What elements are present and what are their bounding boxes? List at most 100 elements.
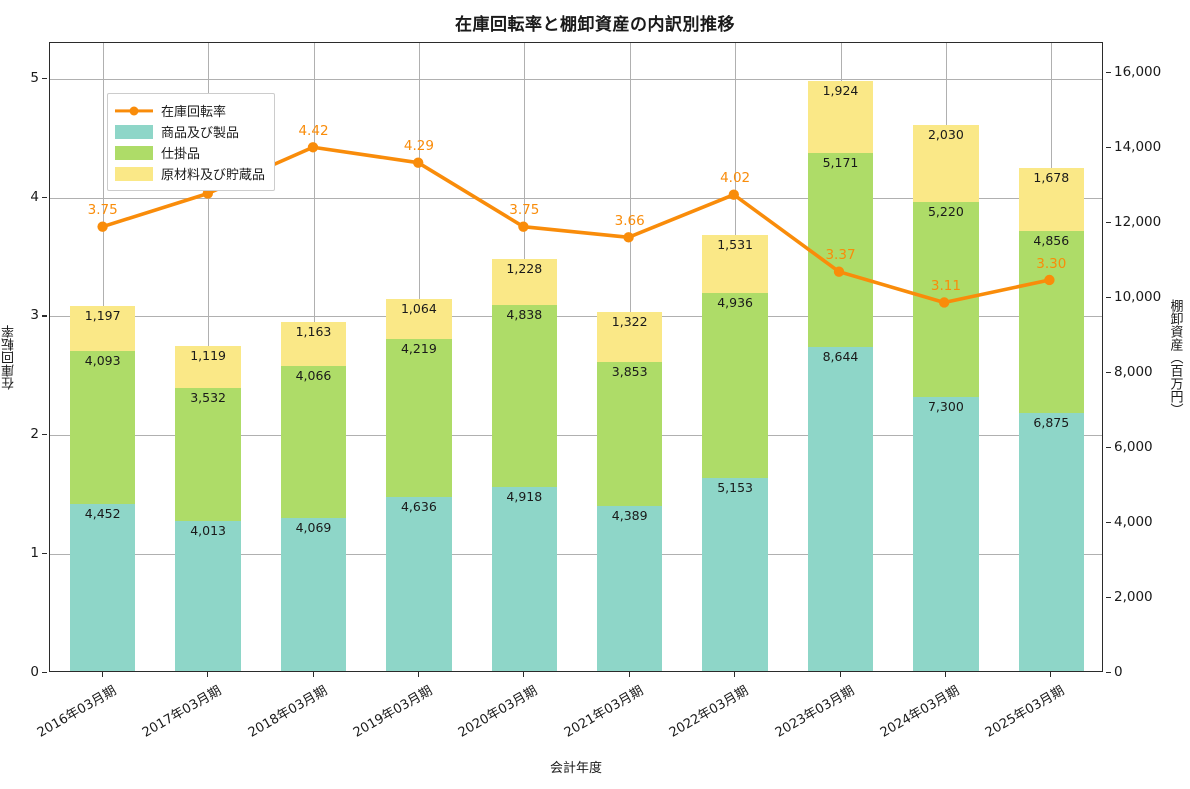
bar-stack[interactable]: 5,153 4,936 1,531 bbox=[702, 235, 768, 671]
bar-segment-merchandise[interactable]: 4,636 bbox=[386, 497, 452, 671]
bar-stack[interactable]: 8,644 5,171 1,924 bbox=[807, 80, 874, 671]
bar-segment-label: 7,300 bbox=[927, 399, 964, 415]
legend-item[interactable]: 仕掛品 bbox=[115, 142, 265, 163]
legend-line-marker-icon bbox=[129, 106, 139, 115]
bar-segment-work-in-process[interactable]: 4,219 bbox=[386, 338, 452, 498]
bar-segment-merchandise[interactable]: 4,389 bbox=[597, 506, 663, 671]
turnover-data-point[interactable] bbox=[518, 221, 529, 232]
bar-stack[interactable]: 6,875 4,856 1,678 bbox=[1018, 168, 1084, 671]
x-tick-label: 2016年03月期 bbox=[34, 683, 119, 741]
bar-segment-raw-materials[interactable]: 2,030 bbox=[913, 125, 979, 202]
turnover-data-point[interactable] bbox=[307, 142, 319, 153]
bar-segment-label: 2,030 bbox=[927, 127, 964, 143]
bar-segment-merchandise[interactable]: 5,153 bbox=[702, 477, 768, 671]
y-tick-left: 3 bbox=[30, 307, 47, 324]
plot-area: 4,452 4,093 1,197 4,013 3,532 1,119 4,069 4,066… bbox=[49, 42, 1103, 672]
bar-segment-merchandise[interactable]: 4,452 bbox=[70, 504, 136, 671]
bar-stack[interactable]: 4,069 4,066 1,163 bbox=[280, 322, 347, 671]
bar-stack[interactable]: 7,300 5,220 2,030 bbox=[913, 125, 979, 671]
bar-stack[interactable]: 4,918 4,838 1,228 bbox=[491, 259, 557, 671]
bar-stack[interactable]: 4,013 3,532 1,119 bbox=[175, 346, 241, 671]
bar-segment-raw-materials[interactable]: 1,678 bbox=[1018, 168, 1084, 232]
turnover-data-point[interactable] bbox=[623, 232, 634, 243]
x-tick-label: 2018年03月期 bbox=[245, 683, 330, 741]
bar-segment-raw-materials[interactable]: 1,163 bbox=[280, 322, 347, 366]
bar-segment-merchandise[interactable]: 7,300 bbox=[913, 397, 979, 671]
bar-segment-label: 4,219 bbox=[400, 340, 437, 356]
bar-segment-merchandise[interactable]: 8,644 bbox=[807, 346, 874, 671]
bar-segment-work-in-process[interactable]: 5,171 bbox=[807, 152, 874, 347]
x-tick-label: 2021年03月期 bbox=[561, 683, 646, 741]
bar-stack[interactable]: 4,452 4,093 1,197 bbox=[70, 305, 136, 671]
x-tick-label: 2022年03月期 bbox=[666, 683, 752, 741]
y-tick-left: 2 bbox=[30, 426, 47, 443]
y-axis-right-ticks: 0 2,000 4,000 6,000 8,000 10,000 12,000 14,000 1… bbox=[1103, 42, 1183, 680]
bar-segment-work-in-process[interactable]: 4,093 bbox=[70, 350, 136, 505]
y-tick-left: 1 bbox=[30, 545, 47, 562]
bar-segment-merchandise[interactable]: 4,069 bbox=[280, 518, 347, 671]
bar-segment-work-in-process[interactable]: 4,838 bbox=[491, 305, 557, 487]
bar-segment-work-in-process[interactable]: 4,936 bbox=[702, 292, 768, 478]
bar-segment-label: 6,875 bbox=[1033, 415, 1070, 431]
legend-item[interactable]: 原材料及び貯蔵品 bbox=[115, 163, 265, 184]
bar-stack[interactable]: 4,636 4,219 1,064 bbox=[386, 299, 452, 671]
bar-segment-raw-materials[interactable]: 1,924 bbox=[807, 80, 874, 153]
bar-segment-label: 4,918 bbox=[506, 488, 543, 504]
bar-segment-label: 4,838 bbox=[506, 307, 543, 323]
bar-segment-raw-materials[interactable]: 1,197 bbox=[70, 305, 136, 351]
bar-stack[interactable]: 4,389 3,853 1,322 bbox=[597, 312, 663, 671]
bar-segment-work-in-process[interactable]: 4,856 bbox=[1018, 231, 1084, 414]
bar-segment-label: 3,853 bbox=[611, 363, 648, 379]
y-tick-right: 0 bbox=[1106, 664, 1123, 680]
turnover-value-label: 4.02 bbox=[720, 170, 751, 187]
legend-item[interactable]: 商品及び製品 bbox=[115, 121, 265, 142]
x-tick-mark bbox=[839, 672, 841, 677]
bar-segment-merchandise[interactable]: 4,013 bbox=[175, 520, 241, 671]
x-tick-label: 2019年03月期 bbox=[350, 683, 436, 741]
legend-color-swatch bbox=[115, 124, 153, 139]
y-axis-left-ticks: 0 1 2 3 4 5 bbox=[0, 42, 49, 680]
legend-swatch-icon bbox=[115, 166, 153, 181]
bar-segment-work-in-process[interactable]: 3,532 bbox=[175, 388, 241, 521]
y-tick-left: 4 bbox=[30, 188, 47, 205]
turnover-data-point[interactable] bbox=[833, 266, 845, 277]
turnover-data-point[interactable] bbox=[728, 189, 739, 200]
bar-segment-raw-materials[interactable]: 1,322 bbox=[597, 312, 663, 362]
x-tick-mark bbox=[944, 672, 947, 677]
y-tick-right: 2,000 bbox=[1106, 589, 1153, 605]
bar-segment-merchandise[interactable]: 6,875 bbox=[1018, 413, 1084, 671]
bar-segment-merchandise[interactable]: 4,918 bbox=[491, 486, 557, 671]
bar-segment-label: 1,119 bbox=[190, 348, 226, 364]
bar-segment-raw-materials[interactable]: 1,064 bbox=[386, 299, 452, 339]
bar-segment-label: 1,197 bbox=[84, 307, 121, 323]
x-tick-mark bbox=[312, 672, 314, 677]
bar-segment-label: 1,322 bbox=[611, 314, 648, 330]
x-axis-title: 会計年度 bbox=[549, 761, 602, 776]
bar-segment-raw-materials[interactable]: 1,119 bbox=[175, 346, 241, 389]
bar-segment-work-in-process[interactable]: 4,066 bbox=[280, 365, 347, 519]
turnover-data-point[interactable] bbox=[1044, 274, 1055, 286]
bar-segment-label: 4,093 bbox=[84, 352, 121, 368]
turnover-value-label: 3.75 bbox=[509, 202, 540, 219]
bar-segment-raw-materials[interactable]: 1,228 bbox=[491, 259, 557, 306]
bar-segment-label: 1,064 bbox=[400, 301, 437, 317]
turnover-value-label: 3.30 bbox=[1036, 255, 1067, 272]
bar-segment-label: 4,936 bbox=[717, 294, 753, 310]
bar-segment-raw-materials[interactable]: 1,531 bbox=[702, 235, 768, 293]
x-tick-mark bbox=[734, 672, 736, 677]
turnover-data-point[interactable] bbox=[939, 297, 950, 308]
turnover-value-label: 4.42 bbox=[298, 122, 329, 139]
turnover-data-point[interactable] bbox=[97, 221, 108, 232]
y-tick-right: 6,000 bbox=[1106, 439, 1153, 455]
turnover-value-label: 3.75 bbox=[87, 202, 118, 219]
legend-item-label: 在庫回転率 bbox=[161, 105, 227, 120]
x-tick-mark bbox=[207, 672, 209, 677]
turnover-data-point[interactable] bbox=[413, 157, 424, 168]
bar-segment-work-in-process[interactable]: 3,853 bbox=[597, 361, 663, 507]
y-tick-right: 14,000 bbox=[1105, 139, 1162, 155]
legend-swatch-icon bbox=[115, 145, 153, 160]
x-axis-ticks: 2016年03月期 2017年03月期 2018年03月期 2019年03月期 2020… bbox=[35, 672, 1103, 752]
legend-item[interactable]: 在庫回転率 bbox=[115, 100, 265, 121]
bar-segment-label: 1,228 bbox=[506, 261, 543, 277]
